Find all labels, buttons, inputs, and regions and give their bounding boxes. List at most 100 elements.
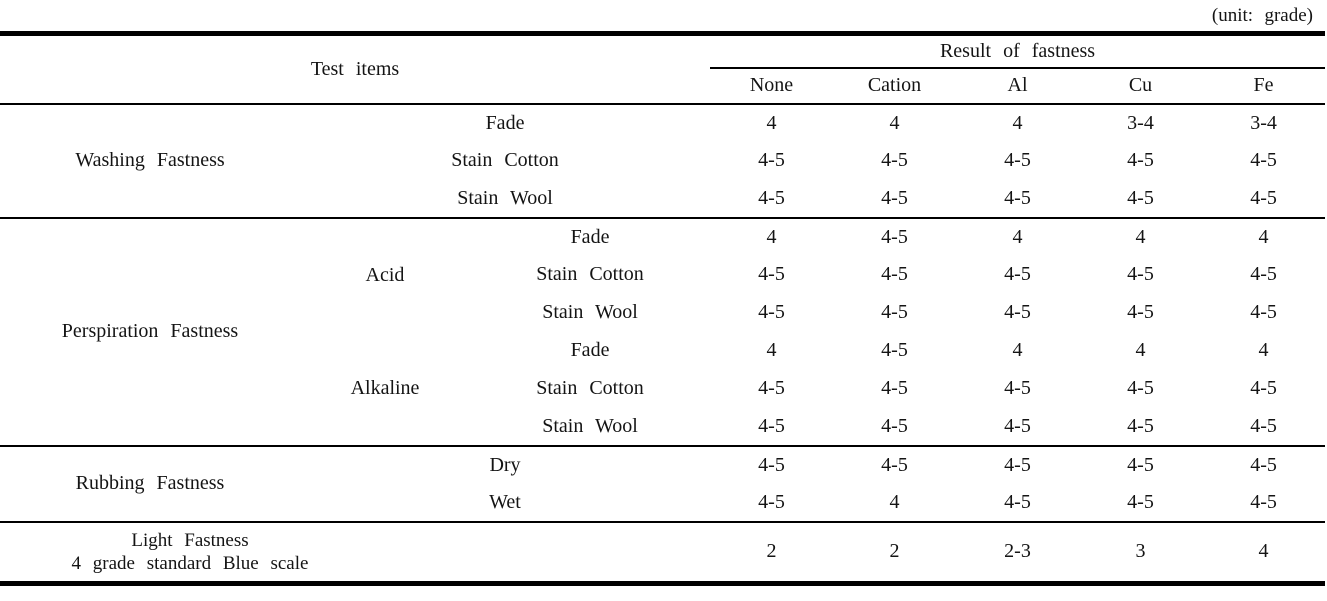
grade-cell: 4-5 <box>1202 444 1326 484</box>
row-label-stain-wool: Stain Wool <box>542 414 638 437</box>
grade-cell: 4-5 <box>1250 301 1277 323</box>
grade-cell: 4-5 <box>1250 377 1277 399</box>
group-label-alkaline: Alkaline <box>350 376 420 399</box>
table-row: Perspiration Fastness Acid Fade 4 4-5 4 … <box>0 216 1326 446</box>
grade-cell: 4-5 <box>1250 414 1277 437</box>
grade-cell: 4-5 <box>1004 149 1031 171</box>
table-row: Light Fastness 4 grade standard Blue sca… <box>0 520 1326 584</box>
grade-cell: 2 <box>710 520 834 584</box>
grade-cell: 4-5 <box>1004 263 1031 285</box>
table-row: None Cation Al Cu Fe <box>0 67 1326 105</box>
grade-cell: 4-5 <box>1004 414 1031 437</box>
table-row: Rubbing Fastness Dry 4-5 4-5 4-5 4-5 4-5 <box>0 444 1326 522</box>
grade-cell: 2 <box>833 520 957 584</box>
section-label-light: Light Fastness 4 grade standard Blue sca… <box>0 520 711 584</box>
grade-cell: 4 <box>1135 339 1146 361</box>
grade-cell: 4 <box>1079 216 1203 256</box>
grade-cell: 4-5 <box>1127 186 1154 209</box>
column-header-cu: Cu <box>1079 67 1203 105</box>
grade-cell: 4-5 <box>881 186 908 209</box>
grade-cell: 3 <box>1079 520 1203 584</box>
grade-cell: 4 <box>710 216 834 256</box>
grade-cell: 4-5 <box>1127 301 1154 323</box>
section-label-washing: Washing Fastness <box>75 149 225 171</box>
grade-cell: 4 <box>889 490 900 513</box>
grade-cell: 4-5 <box>881 339 908 361</box>
table-row: Wet 4-5 4 4-5 4-5 4-5 <box>0 484 1325 522</box>
column-header-al: Al <box>956 67 1080 105</box>
grade-cell: 4-5 <box>1250 149 1277 171</box>
grade-cell: 4-5 <box>1250 186 1277 209</box>
table-row: Stain Wool 4-5 4-5 4-5 4-5 4-5 <box>0 408 1325 446</box>
row-label-stain-cotton: Stain Cotton <box>536 377 644 399</box>
grade-cell: 4 <box>766 111 777 134</box>
grade-cell: 4-5 <box>1250 490 1277 513</box>
grade-cell: 4-5 <box>956 444 1080 484</box>
row-label-stain-wool: Stain Wool <box>542 301 638 323</box>
row-label-stain-wool: Stain Wool <box>457 186 553 209</box>
column-header-fe: Fe <box>1202 67 1326 105</box>
grade-cell: 4-5 <box>758 149 785 171</box>
grade-cell: 4-5 <box>881 301 908 323</box>
grade-cell: 4 <box>1202 216 1326 256</box>
light-fastness-line2: 4 grade standard Blue scale <box>71 552 309 574</box>
grade-cell: 4-5 <box>758 301 785 323</box>
grade-cell: 4 <box>889 111 900 134</box>
row-label-fade: Fade <box>570 339 610 361</box>
grade-cell: 4-5 <box>881 263 908 285</box>
grade-cell: 4-5 <box>758 490 785 513</box>
table-row: Test items Result of fastness <box>0 33 1326 105</box>
light-fastness-line1: Light Fastness <box>131 529 249 551</box>
section-label-perspiration: Perspiration Fastness <box>0 216 300 446</box>
row-label-fade: Fade <box>470 216 711 256</box>
unit-note: (unit: grade) <box>1211 5 1313 26</box>
grade-cell: 4-5 <box>1127 490 1154 513</box>
table-row: Stain Cotton 4-5 4-5 4-5 4-5 4-5 <box>0 370 1325 408</box>
grade-cell: 4 <box>956 216 1080 256</box>
grade-cell: 2-3 <box>956 520 1080 584</box>
group-label-acid: Acid <box>300 216 470 332</box>
grade-cell: 4-5 <box>881 149 908 171</box>
grade-cell: 4 <box>1258 339 1269 361</box>
grade-cell: 4-5 <box>1004 186 1031 209</box>
grade-cell: 4-5 <box>1127 377 1154 399</box>
column-header-cation: Cation <box>833 67 957 105</box>
column-header-none: None <box>710 67 834 105</box>
table-row: Washing Fastness Fade 4 4 4 3-4 3-4 <box>0 104 1325 172</box>
light-fastness-label: Light Fastness 4 grade standard Blue sca… <box>0 529 380 575</box>
grade-cell: 4 <box>766 339 777 361</box>
grade-cell: 4-5 <box>833 444 957 484</box>
test-items-header: Test items <box>0 33 711 105</box>
grade-cell: 4-5 <box>758 186 785 209</box>
table-row: Stain Wool 4-5 4-5 4-5 4-5 4-5 <box>0 180 1325 218</box>
grade-cell: 4-5 <box>881 414 908 437</box>
row-label-stain-cotton: Stain Cotton <box>536 263 644 285</box>
table-row: Stain Cotton 4-5 4-5 4-5 4-5 4-5 <box>0 256 1325 294</box>
grade-cell: 4 <box>1012 111 1023 134</box>
grade-cell: 4-5 <box>1127 149 1154 171</box>
table-row: Alkaline Fade 4 4-5 4 4 4 <box>0 332 1325 399</box>
grade-cell: 4-5 <box>1004 301 1031 323</box>
grade-cell: 4-5 <box>758 263 785 285</box>
section-label-rubbing: Rubbing Fastness <box>0 444 300 522</box>
row-label-stain-cotton: Stain Cotton <box>451 149 559 171</box>
grade-cell: 4 <box>1012 339 1023 361</box>
row-label-dry: Dry <box>300 444 711 484</box>
fastness-results-table: Test items Result of fastness None Catio… <box>0 31 1326 586</box>
grade-cell: 4-5 <box>1004 377 1031 399</box>
grade-cell: 3-4 <box>1127 111 1154 134</box>
result-of-fastness-header: Result of fastness <box>710 33 1326 69</box>
row-label-fade: Fade <box>485 111 525 134</box>
grade-cell: 4-5 <box>758 377 785 399</box>
grade-cell: 4-5 <box>758 414 785 437</box>
table-row: Stain Cotton 4-5 4-5 4-5 4-5 4-5 <box>0 142 1325 180</box>
grade-cell: 4-5 <box>710 444 834 484</box>
grade-cell: 4-5 <box>1004 490 1031 513</box>
fastness-table-page: (unit: grade) Test items Result of fastn… <box>0 5 1326 586</box>
table-row: Stain Wool 4-5 4-5 4-5 4-5 4-5 <box>0 294 1325 332</box>
grade-cell: 4-5 <box>1250 263 1277 285</box>
grade-cell: 3-4 <box>1250 111 1277 134</box>
grade-cell: 4 <box>1202 520 1326 584</box>
grade-cell: 4-5 <box>1079 444 1203 484</box>
grade-cell: 4-5 <box>1127 263 1154 285</box>
